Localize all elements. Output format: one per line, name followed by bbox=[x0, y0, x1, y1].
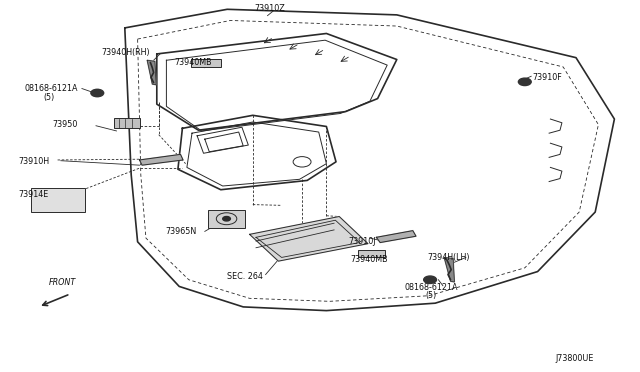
Polygon shape bbox=[140, 154, 183, 165]
Text: 08168-6121A: 08168-6121A bbox=[24, 84, 78, 93]
Text: SEC. 264: SEC. 264 bbox=[227, 272, 263, 280]
Circle shape bbox=[91, 89, 104, 97]
Text: 73940MB: 73940MB bbox=[174, 58, 212, 67]
Circle shape bbox=[518, 78, 531, 86]
Text: 73910F: 73910F bbox=[532, 73, 562, 82]
Polygon shape bbox=[376, 231, 416, 243]
Text: 73940MB: 73940MB bbox=[351, 255, 388, 264]
Bar bbox=[358, 250, 385, 257]
Text: 73910J: 73910J bbox=[349, 237, 376, 246]
Bar bbox=[31, 188, 85, 212]
Circle shape bbox=[223, 217, 230, 221]
Text: (5): (5) bbox=[44, 93, 55, 102]
Text: 73950: 73950 bbox=[52, 120, 78, 129]
Bar bbox=[208, 210, 245, 228]
Text: 73965N: 73965N bbox=[165, 227, 196, 236]
Polygon shape bbox=[250, 217, 368, 261]
Polygon shape bbox=[147, 60, 156, 85]
Text: 7394H(LH): 7394H(LH) bbox=[428, 253, 470, 262]
Bar bbox=[191, 59, 221, 67]
Text: FRONT: FRONT bbox=[49, 278, 76, 287]
Circle shape bbox=[424, 276, 436, 283]
Bar bbox=[114, 118, 140, 128]
Text: 73910Z: 73910Z bbox=[255, 4, 285, 13]
Text: (5): (5) bbox=[426, 291, 437, 300]
Text: 73940H(RH): 73940H(RH) bbox=[101, 48, 150, 57]
Text: 73914E: 73914E bbox=[18, 190, 48, 199]
Text: 08168-6121A: 08168-6121A bbox=[404, 283, 458, 292]
Text: 73910H: 73910H bbox=[18, 157, 49, 166]
Polygon shape bbox=[444, 257, 454, 282]
Text: J73800UE: J73800UE bbox=[556, 355, 594, 363]
